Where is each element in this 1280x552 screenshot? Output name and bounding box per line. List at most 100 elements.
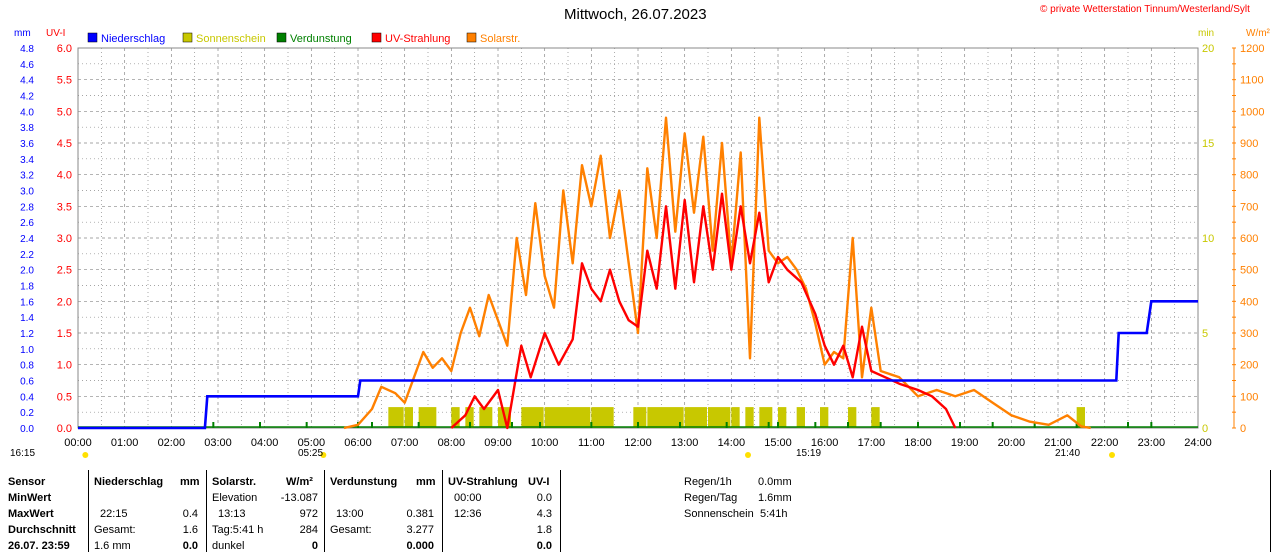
- mm-tick-label: 1.6: [20, 297, 34, 308]
- x-tick-label: 13:00: [671, 437, 699, 449]
- header-solar: Solarstr.: [212, 476, 257, 488]
- unit-solar: W/m²: [286, 476, 313, 488]
- x-tick-label: 17:00: [858, 437, 886, 449]
- solar-elev-value: -13.087: [280, 492, 318, 504]
- evaporation-mark: [1127, 422, 1129, 428]
- unit-verdunstung: mm: [416, 476, 436, 488]
- legend-label: Verdunstung: [290, 33, 352, 45]
- wm2-tick-label: 700: [1240, 201, 1258, 213]
- summary-rain-day-value: 1.6mm: [758, 492, 792, 504]
- mm-tick-label: 2.4: [20, 234, 34, 245]
- sunshine-bar: [388, 407, 404, 428]
- precipitation-series: [78, 299, 1198, 430]
- min-tick-label: 5: [1202, 328, 1208, 340]
- evaporation-mark: [847, 422, 849, 428]
- mm-tick-label: 0.0: [20, 424, 34, 435]
- evaporation-mark: [469, 422, 471, 428]
- sunrise-left-label: 16:15: [10, 448, 36, 459]
- sunset-label: 21:40: [1055, 448, 1081, 459]
- uv-tick-label: 4.0: [57, 170, 72, 182]
- x-tick-label: 10:00: [531, 437, 559, 449]
- sunshine-bar: [778, 407, 787, 428]
- wm2-tick-label: 1200: [1240, 43, 1264, 55]
- evaporation-mark: [917, 422, 919, 428]
- x-tick-label: 19:00: [951, 437, 979, 449]
- x-tick-label: 02:00: [158, 437, 186, 449]
- solar-avg-value: 284: [299, 524, 318, 536]
- mm-tick-label: 3.0: [20, 187, 34, 198]
- unit-uv: UV-I: [528, 476, 550, 488]
- summary-sunshine-label: Sonnenschein: [684, 508, 754, 520]
- left-unit-uv: UV-I: [46, 28, 66, 39]
- mm-tick-label: 0.8: [20, 361, 34, 372]
- evaporation-mark: [539, 422, 541, 428]
- solar-line: [343, 116, 1091, 430]
- solar-day-label: Tag:5:41 h: [212, 524, 264, 536]
- uv-tick-label: 1.0: [57, 360, 72, 372]
- verd-max-value: 0.381: [406, 508, 434, 520]
- sunrise-label: 05:25: [298, 448, 324, 459]
- x-tick-label: 01:00: [111, 437, 139, 449]
- nieder-max-value: 0.4: [182, 508, 198, 520]
- unit-niederschlag: mm: [180, 476, 200, 488]
- table-divider: [324, 470, 325, 552]
- evaporation-mark: [814, 422, 817, 428]
- uv-current-value: 0.0: [536, 540, 552, 552]
- sunshine-bar: [591, 407, 614, 428]
- legend-label: Solarstr.: [480, 33, 520, 45]
- table-divider: [442, 470, 443, 552]
- right-unit-min: min: [1198, 28, 1215, 39]
- uv-min-time: 00:00: [454, 492, 482, 504]
- summary-rain-hour-value: 0.0mm: [758, 476, 792, 488]
- summary-sunshine-value: 5:41h: [760, 508, 788, 520]
- x-tick-label: 08:00: [438, 437, 466, 449]
- legend-label: Niederschlag: [101, 33, 165, 45]
- row-label-max: MaxWert: [8, 508, 54, 520]
- x-tick-label: 16:00: [811, 437, 839, 449]
- uv-min-value: 0.0: [536, 492, 552, 504]
- nieder-current-value: 0.0: [182, 540, 198, 552]
- evaporation-mark: [305, 422, 308, 428]
- wm2-tick-label: 100: [1240, 391, 1258, 403]
- table-header-sensor: Sensor: [8, 476, 46, 488]
- left-unit-mm: mm: [14, 28, 31, 39]
- sunshine-bar: [544, 407, 591, 428]
- nieder-total-value: 1.6: [182, 524, 198, 536]
- wm2-tick-label: 0: [1240, 423, 1246, 435]
- mm-tick-label: 1.2: [20, 329, 34, 340]
- uv-max-time: 12:36: [454, 508, 482, 520]
- wm2-tick-label: 900: [1240, 138, 1258, 150]
- sunshine-bar: [465, 407, 474, 428]
- x-tick-label: 12:00: [624, 437, 652, 449]
- evaporation-mark: [777, 422, 779, 428]
- min-tick-label: 10: [1202, 233, 1214, 245]
- min-tick-label: 0: [1202, 423, 1208, 435]
- x-tick-label: 23:00: [1138, 437, 1166, 449]
- evaporation-mark: [590, 422, 593, 428]
- x-tick-label: 07:00: [391, 437, 419, 449]
- evaporation-mark: [637, 422, 639, 428]
- evaporation-mark: [1033, 422, 1036, 428]
- uv-tick-label: 0.5: [57, 391, 72, 403]
- nieder-max-time: 22:15: [100, 508, 128, 520]
- sunrise-marker: [82, 452, 89, 458]
- right-border: [1270, 470, 1271, 552]
- mm-tick-label: 4.0: [20, 107, 34, 118]
- row-label-min: MinWert: [8, 492, 52, 504]
- uv-tick-label: 1.5: [57, 328, 72, 340]
- solar-elev-label: Elevation: [212, 492, 258, 504]
- sunshine-bar: [731, 407, 740, 428]
- uv-tick-label: 4.5: [57, 138, 72, 150]
- wm2-tick-label: 1000: [1240, 106, 1264, 118]
- x-tick-label: 22:00: [1091, 437, 1119, 449]
- mm-tick-label: 2.6: [20, 218, 34, 229]
- solar-noon-label: 15:19: [796, 448, 822, 459]
- row-label-avg: Durchschnitt: [8, 524, 76, 536]
- sunrise-marker: [320, 452, 327, 458]
- mm-tick-label: 1.0: [20, 345, 34, 356]
- chart-axes: 00:00 01:00 02:00 03:00 04:00 05:00 06:00 07:00…: [20, 43, 1264, 458]
- evaporation-mark: [679, 422, 681, 428]
- mm-tick-label: 0.4: [20, 392, 34, 403]
- x-tick-label: 21:00: [1044, 437, 1072, 449]
